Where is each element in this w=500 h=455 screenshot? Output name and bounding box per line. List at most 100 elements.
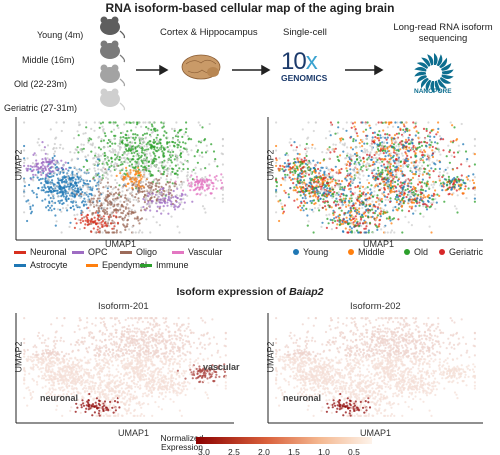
umap-point (55, 189, 58, 192)
umap-point (391, 142, 394, 145)
umap-point (164, 146, 167, 149)
umap-point (128, 171, 131, 174)
umap-point (429, 144, 432, 147)
umap-point (298, 153, 301, 156)
umap-point (362, 162, 365, 165)
umap-point (32, 390, 35, 393)
umap-point (171, 137, 175, 140)
umap-point (41, 199, 44, 202)
umap-point (352, 202, 355, 205)
umap-point (463, 187, 467, 191)
umap-point (117, 204, 120, 208)
umap-point (51, 196, 54, 200)
umap-point (407, 164, 410, 167)
umap-point (411, 188, 414, 191)
umap-point (88, 192, 91, 196)
umap-point (420, 144, 424, 147)
umap-point (144, 196, 148, 199)
umap-point (27, 199, 30, 202)
umap-point (210, 181, 213, 184)
umap-point (367, 198, 370, 201)
umap-point (302, 173, 305, 176)
umap-point (344, 197, 347, 200)
tenx-logo-main: 10 (281, 48, 307, 75)
umap-point (74, 178, 77, 181)
umap-point (297, 206, 300, 209)
umap-point (327, 182, 330, 185)
umap-point (292, 149, 295, 152)
umap-point (299, 172, 302, 175)
umap-point (428, 157, 431, 160)
umap-point (181, 162, 184, 165)
umap-point (126, 153, 129, 156)
umap-point (169, 156, 172, 159)
umap-point (328, 157, 331, 160)
umap-point (133, 151, 136, 154)
umap-point (95, 222, 98, 225)
umap-point (75, 193, 78, 196)
umap-point (73, 191, 76, 194)
umap-point (386, 182, 389, 185)
umap-point (170, 205, 173, 208)
umap-point (433, 181, 436, 184)
umap-point (363, 231, 366, 234)
umap-point (316, 197, 319, 200)
umap-point (438, 194, 441, 197)
umap-point (402, 128, 405, 131)
umap-point (396, 137, 399, 140)
umap-point (84, 184, 87, 187)
umap-point (171, 182, 174, 185)
umap-point (385, 121, 388, 124)
umap-point (103, 206, 106, 209)
umap-point (184, 159, 187, 162)
mouse-icons (100, 16, 126, 111)
umap-point (465, 160, 468, 163)
umap-point (94, 146, 97, 149)
umap-point (105, 199, 108, 202)
umap-point (124, 214, 127, 217)
umap-point (121, 194, 124, 197)
umap-point (400, 173, 403, 176)
umap-point (380, 228, 383, 231)
umap-point (160, 144, 163, 147)
umap-point (145, 143, 148, 146)
umap-point (176, 146, 179, 149)
umap-point (304, 166, 307, 169)
umap-point (208, 174, 211, 177)
umap-point (208, 163, 211, 166)
umap-point (392, 164, 395, 168)
umap-point (303, 200, 306, 203)
umap-point (370, 169, 373, 172)
umap-point (431, 145, 434, 148)
umap-point (428, 176, 431, 179)
umap-point (76, 146, 79, 149)
umap-point (431, 155, 435, 159)
umap-point (356, 211, 359, 214)
umap-point (357, 161, 360, 164)
umap-point (107, 203, 110, 206)
umap-point (37, 361, 40, 364)
umap-point (361, 140, 364, 143)
umap-point (96, 217, 99, 221)
umap-point (35, 380, 39, 384)
umap-point (335, 192, 339, 195)
umap-point (130, 163, 134, 166)
umap-point (111, 142, 114, 145)
umap-point (126, 225, 129, 228)
umap-point (325, 191, 328, 194)
umap-point (198, 186, 201, 189)
umap-point (327, 168, 330, 171)
umap-point (82, 179, 85, 182)
figure-title: RNA isoform-based cellular map of the ag… (105, 1, 395, 15)
umap-point (163, 170, 166, 173)
umap-point (296, 158, 299, 161)
umap-point (298, 157, 301, 160)
umap-point (110, 164, 113, 167)
umap-point (134, 231, 137, 234)
umap-point (473, 138, 476, 141)
umap-point (102, 202, 105, 205)
umap-point (355, 158, 359, 161)
umap-point (376, 200, 379, 203)
umap-point (149, 154, 152, 157)
umap-point (52, 364, 55, 367)
